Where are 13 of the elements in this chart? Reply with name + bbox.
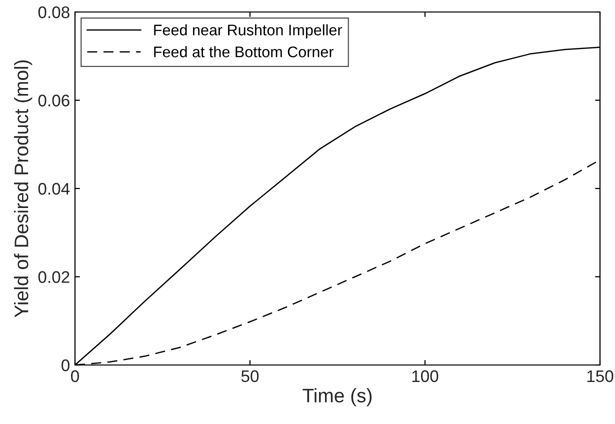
y-axis-title: Yield of Desired Product (mol) bbox=[14, 60, 32, 318]
legend-label: Feed at the Bottom Corner bbox=[154, 46, 334, 58]
x-tick-label: 150 bbox=[587, 370, 614, 382]
y-tick-label: 0 bbox=[62, 359, 70, 372]
legend-label: Feed near Rushton Impeller bbox=[154, 24, 342, 38]
x-tick-label: 50 bbox=[241, 370, 259, 382]
x-tick-label: 0 bbox=[71, 370, 79, 382]
x-tick-label: 100 bbox=[412, 370, 438, 382]
y-tick-label: 0.02 bbox=[38, 271, 70, 283]
x-axis-title: Time (s) bbox=[302, 388, 372, 406]
y-tick-label: 0.08 bbox=[38, 6, 70, 18]
y-tick-label: 0.04 bbox=[38, 182, 70, 195]
y-tick-label: 0.06 bbox=[38, 94, 70, 106]
